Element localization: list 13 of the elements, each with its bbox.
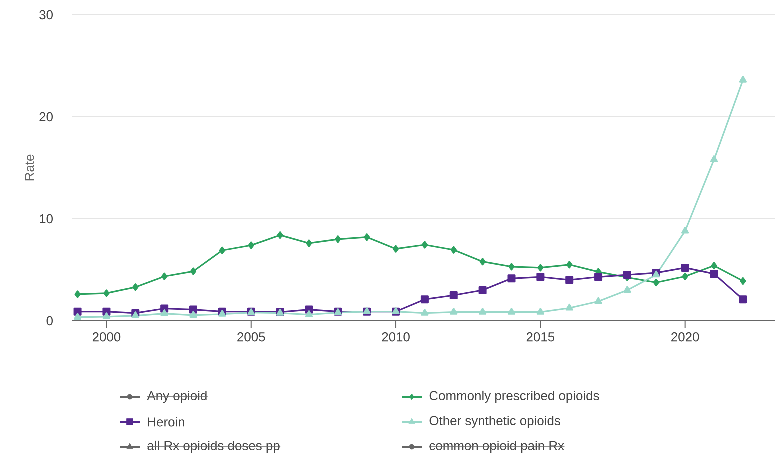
x-tick-label: 2010 <box>382 332 410 342</box>
legend-label: Heroin <box>148 417 184 427</box>
x-tick-label: 2015 <box>526 332 555 342</box>
x-tick-label: 2020 <box>672 332 700 342</box>
y-axis-title: Rate <box>25 154 34 181</box>
legend-label: Commonly prescribed opioids <box>430 390 600 404</box>
y-tick-label: 0 <box>46 316 53 326</box>
y-tick-label: 10 <box>40 214 53 224</box>
x-tick-label: 2005 <box>238 332 266 342</box>
legend-label: Other synthetic opioids <box>430 416 560 428</box>
y-tick-label: 30 <box>40 10 53 20</box>
y-tick-label: 20 <box>40 112 53 122</box>
x-tick-label: 2000 <box>92 332 121 342</box>
